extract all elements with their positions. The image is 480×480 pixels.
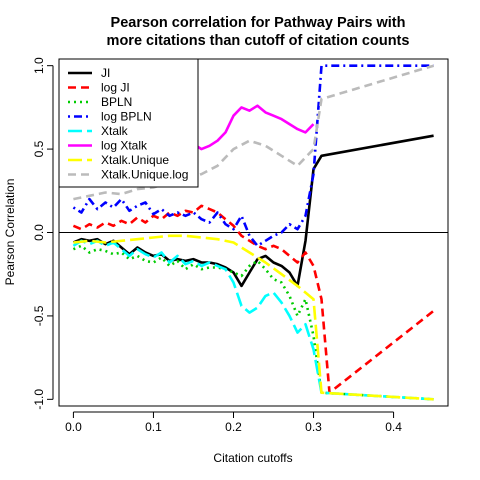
legend-label: Xtalk bbox=[101, 124, 129, 138]
x-axis-label: Citation cutoffs bbox=[213, 451, 292, 465]
x-axis: 0.0 0.1 0.2 0.3 0.4 bbox=[65, 411, 402, 434]
legend-label: Xtalk.Unique.log bbox=[101, 168, 188, 182]
chart-title-line-1: Pearson correlation for Pathway Pairs wi… bbox=[111, 15, 406, 31]
legend-label: JI bbox=[101, 66, 110, 80]
y-axis: -1.0 -0.5 0.0 0.5 1.0 bbox=[32, 57, 54, 410]
series-line-xtalk-unique-log bbox=[73, 64, 434, 201]
y-tick-label: 0.5 bbox=[32, 140, 46, 157]
legend-label: log JI bbox=[101, 81, 130, 95]
x-tick-label: 0.0 bbox=[65, 420, 82, 434]
legend-label: Xtalk.Unique bbox=[101, 153, 169, 167]
x-tick-label: 0.2 bbox=[225, 420, 242, 434]
series-line-xtalk-unique bbox=[73, 234, 434, 401]
series-line-xtalk bbox=[72, 239, 434, 401]
plot-frame bbox=[58, 58, 449, 407]
series-line-ji bbox=[72, 134, 434, 288]
legend-label: BPLN bbox=[101, 95, 132, 109]
x-tick-label: 0.4 bbox=[385, 420, 402, 434]
x-tick-label: 0.1 bbox=[145, 420, 162, 434]
y-tick-label: 1.0 bbox=[32, 57, 46, 74]
series-line-log-bpln bbox=[72, 64, 434, 248]
y-tick-label: 0.0 bbox=[32, 224, 46, 241]
series-line-bpln bbox=[72, 244, 434, 401]
legend-box bbox=[58, 58, 199, 188]
y-axis-label: Pearson Correlation bbox=[3, 179, 17, 286]
y-tick-label: -0.5 bbox=[32, 305, 46, 326]
legend-label: log Xtalk bbox=[101, 139, 148, 153]
legend-label: log BPLN bbox=[101, 110, 152, 124]
series-line-log-ji bbox=[72, 204, 435, 395]
x-tick-label: 0.3 bbox=[305, 420, 322, 434]
chart-title-line-2: more citations than cutoff of citation c… bbox=[107, 33, 410, 49]
y-tick-label: -1.0 bbox=[32, 389, 46, 410]
